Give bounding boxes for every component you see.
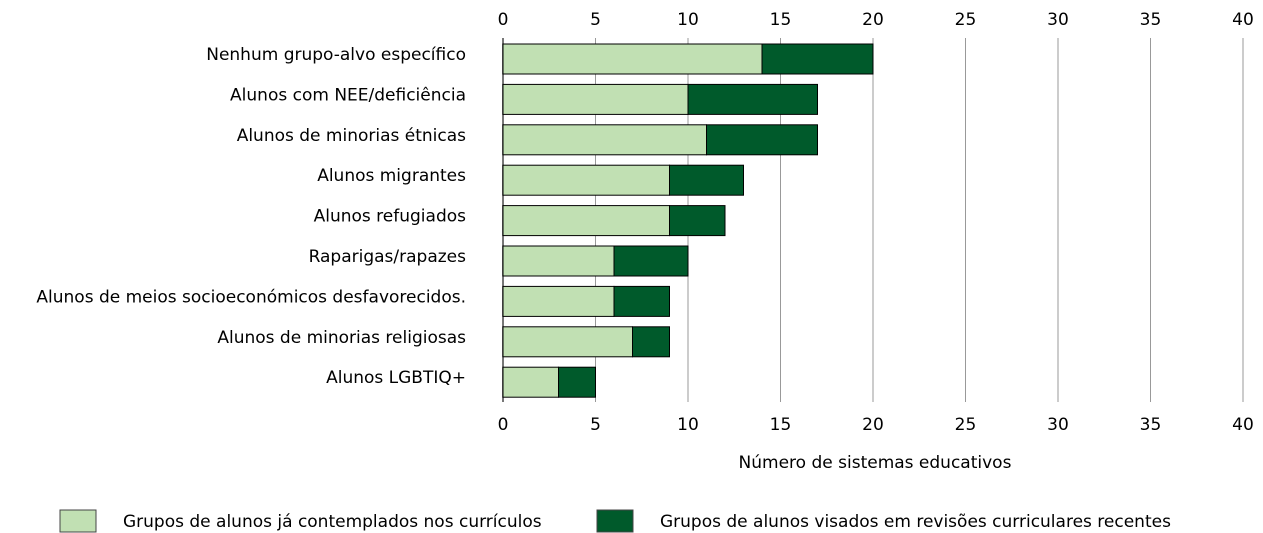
x-tick-label-bottom: 5	[590, 415, 601, 435]
x-tick-label-top: 20	[862, 10, 884, 30]
y-tick-label: Alunos refugiados	[314, 207, 467, 227]
bar-segment	[502, 245, 615, 277]
y-tick-label: Alunos com NEE/deficiência	[230, 85, 466, 105]
x-tick-label-top: 0	[498, 10, 509, 30]
bar-segment	[502, 205, 670, 237]
bar-segment	[706, 124, 818, 156]
bar-segment	[502, 83, 689, 115]
y-tick-label: Nenhum grupo-alvo específico	[206, 45, 466, 65]
x-tick-label-bottom: 20	[862, 415, 884, 435]
legend-label: Grupos de alunos já contemplados nos cur…	[123, 512, 542, 532]
bar-segment	[687, 83, 818, 115]
x-tick-label-top: 40	[1232, 10, 1254, 30]
legend-label: Grupos de alunos visados em revisões cur…	[660, 512, 1171, 532]
x-tick-label-bottom: 10	[677, 415, 699, 435]
x-tick-label-top: 35	[1140, 10, 1162, 30]
y-tick-label: Alunos migrantes	[317, 166, 466, 186]
y-tick-label: Alunos de minorias religiosas	[217, 328, 466, 348]
y-tick-label: Alunos LGBTIQ+	[326, 368, 466, 388]
x-tick-label-top: 5	[590, 10, 601, 30]
y-tick-label: Alunos de minorias étnicas	[237, 126, 466, 146]
x-tick-label-bottom: 15	[770, 415, 792, 435]
bar-segment	[558, 366, 596, 398]
bar-segment	[669, 205, 726, 237]
bar-segment	[502, 124, 707, 156]
x-tick-label-top: 30	[1047, 10, 1069, 30]
bar-segment	[613, 245, 689, 277]
legend-swatch	[59, 509, 97, 533]
x-tick-label-top: 10	[677, 10, 699, 30]
bar-segment	[502, 43, 763, 75]
y-tick-label: Raparigas/rapazes	[309, 247, 467, 267]
y-tick-label: Alunos de meios socioeconómicos desfavor…	[36, 287, 466, 307]
legend-swatch	[596, 509, 634, 533]
bar-segment	[632, 326, 670, 358]
bar-segment	[502, 285, 615, 317]
bar-segment	[502, 326, 633, 358]
x-tick-label-bottom: 40	[1232, 415, 1254, 435]
x-tick-label-top: 25	[955, 10, 977, 30]
x-tick-label-bottom: 30	[1047, 415, 1069, 435]
x-axis-label: Número de sistemas educativos	[739, 453, 1012, 473]
bar-segment	[502, 366, 559, 398]
bar-segment	[761, 43, 874, 75]
bar-segment	[613, 285, 670, 317]
x-tick-label-bottom: 35	[1140, 415, 1162, 435]
x-tick-label-bottom: 25	[955, 415, 977, 435]
bar-segment	[669, 164, 744, 196]
bar-segment	[502, 164, 670, 196]
x-tick-label-top: 15	[770, 10, 792, 30]
x-tick-label-bottom: 0	[498, 415, 509, 435]
